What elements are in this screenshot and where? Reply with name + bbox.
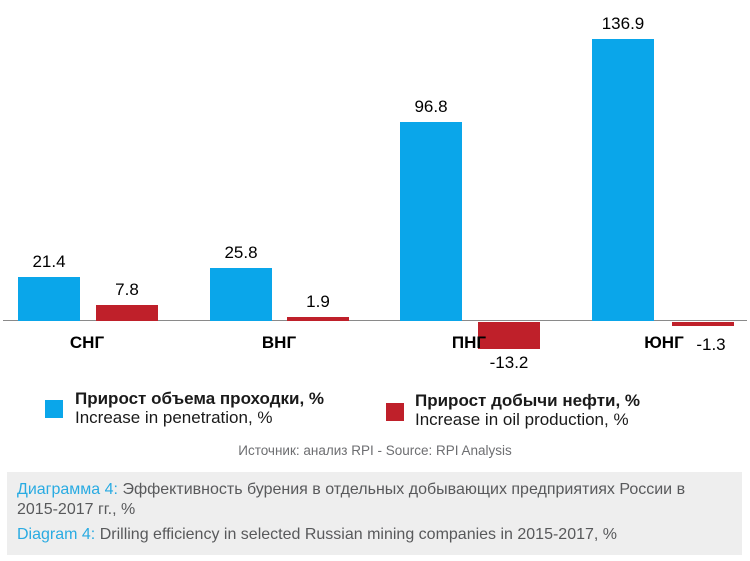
caption-en-text: Drilling efficiency in selected Russian … (99, 526, 618, 543)
legend-swatch-penetration (45, 400, 63, 418)
value-label-oil-production-СНГ: 7.8 (115, 279, 139, 299)
category-label-СНГ: СНГ (69, 333, 105, 352)
bar-oil-production-ЮНГ (672, 322, 734, 326)
legend-label-penetration-ru: Прирост объема проходки, % (75, 389, 325, 408)
bar-penetration-СНГ (18, 276, 80, 321)
bar-penetration-ЮНГ (592, 38, 654, 321)
caption-ru: Диаграмма 4: Эффективность бурения в отд… (17, 480, 707, 520)
value-label-penetration-ПНГ: 96.8 (414, 96, 448, 116)
bar-penetration-ВНГ (210, 267, 272, 321)
value-label-penetration-ЮНГ: 136.9 (601, 13, 645, 33)
value-label-penetration-СНГ: 21.4 (32, 251, 66, 271)
legend-label-penetration-en: Increase in penetration, % (75, 408, 273, 427)
value-label-oil-production-ЮНГ: -1.3 (696, 335, 726, 354)
bar-penetration-ПНГ (400, 121, 462, 321)
category-label-ЮНГ: ЮНГ (644, 333, 684, 352)
caption-ru-text: Эффективность бурения в отдельных добыва… (17, 481, 686, 518)
category-label-ПНГ: ПНГ (451, 333, 487, 352)
value-label-oil-production-ВНГ: 1.9 (306, 292, 330, 311)
source-note: Источник: анализ RPI - Source: RPI Analy… (238, 443, 512, 458)
legend-swatch-oil-production (386, 403, 404, 421)
x-axis-line (3, 320, 747, 321)
bar-oil-production-ВНГ (287, 317, 349, 321)
value-label-oil-production-ПНГ: -13.2 (489, 353, 529, 373)
category-label-ВНГ: ВНГ (261, 333, 297, 352)
value-label-penetration-ВНГ: 25.8 (224, 242, 258, 262)
caption-en-label: Diagram 4: (17, 526, 96, 543)
caption-box: Диаграмма 4: Эффективность бурения в отд… (7, 472, 742, 555)
legend-label-oil-production-en: Increase in oil production, % (415, 410, 629, 429)
bar-chart: 21.4 7.8 СНГ 25.8 1.9 ВНГ 96.8 -13.2 ПНГ 136.9 -1.… (3, 13, 747, 373)
legend-item-penetration: Прирост объема проходки, % Increase in p… (75, 389, 324, 427)
caption-en: Diagram 4: Drilling efficiency in select… (17, 525, 728, 545)
bar-oil-production-ПНГ (478, 322, 540, 350)
legend-label-oil-production-ru: Прирост добычи нефти, % (415, 391, 641, 410)
caption-ru-label: Диаграмма 4: (17, 481, 118, 498)
legend-item-oil-production: Прирост добычи нефти, % Increase in oil … (415, 391, 640, 429)
bar-oil-production-СНГ (96, 304, 158, 321)
